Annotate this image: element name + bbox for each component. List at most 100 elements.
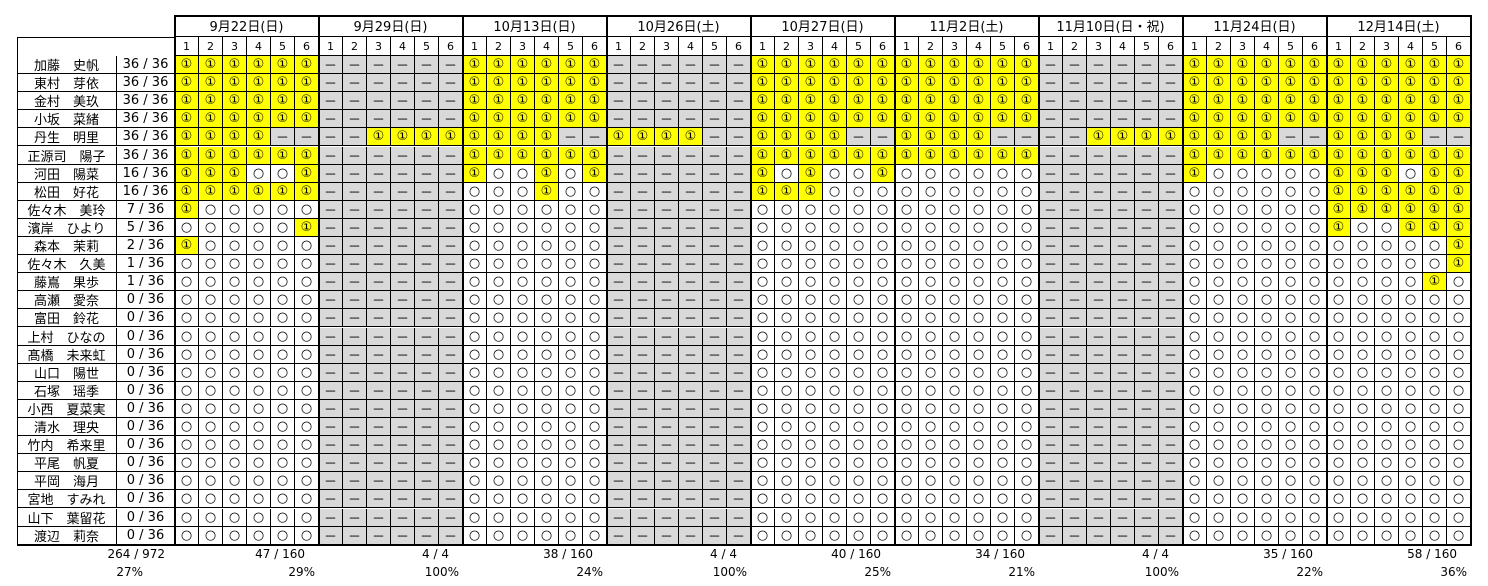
- slot-cell: －: [1063, 327, 1087, 346]
- slot-cell: ○: [1255, 508, 1279, 527]
- slot-cell: ○: [271, 291, 295, 310]
- slot-cell: ○: [1375, 363, 1399, 382]
- slot-cell: ①: [895, 56, 919, 75]
- slot-cell: ①: [895, 110, 919, 129]
- slot-cell: －: [1087, 56, 1111, 75]
- slot-cell: －: [679, 418, 703, 437]
- slot-cell: ○: [1303, 345, 1327, 364]
- slot-cell: ①: [439, 128, 463, 147]
- slot-cell: －: [1111, 200, 1135, 219]
- slot-cell: －: [1039, 363, 1063, 382]
- slot-cell: －: [703, 182, 727, 201]
- slot-cell: ○: [847, 273, 871, 292]
- slot-cell: ①: [271, 146, 295, 165]
- slot-cell: ○: [1303, 418, 1327, 437]
- slot-cell: －: [1039, 218, 1063, 237]
- slot-cell: ○: [919, 490, 943, 509]
- slot-cell: ○: [1183, 237, 1207, 256]
- slot-cell: ○: [823, 218, 847, 237]
- slot-cell: －: [1063, 74, 1087, 93]
- slot-cell: －: [415, 146, 439, 165]
- slot-cell: ①: [199, 110, 223, 129]
- slot-cell: ○: [1447, 399, 1471, 418]
- slot-cell: ○: [1207, 218, 1231, 237]
- slot-cell: ①: [1447, 255, 1471, 274]
- slot-cell: ○: [1231, 399, 1255, 418]
- slot-cell: ○: [175, 218, 199, 237]
- slot-cell: ①: [199, 56, 223, 75]
- member-count: 36 / 36: [117, 56, 175, 75]
- slot-cell: ○: [1303, 218, 1327, 237]
- slot-cell: ○: [1279, 291, 1303, 310]
- slot-cell: ○: [919, 237, 943, 256]
- date-count: 4 / 4: [710, 546, 737, 561]
- slot-cell: －: [703, 200, 727, 219]
- slot-cell: ○: [847, 526, 871, 545]
- slot-cell: －: [631, 146, 655, 165]
- slot-cell: ○: [1423, 418, 1447, 437]
- slot-cell: －: [1063, 381, 1087, 400]
- slot-cell: ○: [1447, 291, 1471, 310]
- slot-cell: ○: [943, 218, 967, 237]
- slot-cell: ①: [1015, 110, 1039, 129]
- member-count: 0 / 36: [117, 345, 175, 364]
- slot-cell: ①: [823, 92, 847, 111]
- slot-cell: －: [343, 273, 367, 292]
- slot-cell: ○: [247, 255, 271, 274]
- slot-cell: －: [439, 273, 463, 292]
- slot-cell: ①: [847, 92, 871, 111]
- slot-cell: ○: [895, 526, 919, 545]
- member-name: 山下 葉留花: [17, 508, 117, 527]
- slot-cell: ○: [1423, 399, 1447, 418]
- slot-cell: ○: [247, 436, 271, 455]
- slot-cell: ○: [247, 418, 271, 437]
- slot-cell: －: [655, 146, 679, 165]
- slot-cell: ○: [295, 526, 319, 545]
- slot-cell: ①: [199, 146, 223, 165]
- slot-cell: ○: [223, 436, 247, 455]
- slot-cell: ①: [871, 164, 895, 183]
- slot-cell: ①: [583, 110, 607, 129]
- slot-cell: ①: [1015, 146, 1039, 165]
- slot-cell: －: [1087, 182, 1111, 201]
- slot-cell: －: [679, 92, 703, 111]
- slot-cell: ○: [1183, 508, 1207, 527]
- slot-cell: －: [439, 146, 463, 165]
- slot-cell: ○: [487, 454, 511, 473]
- slot-cell: ○: [919, 309, 943, 328]
- slot-cell: ○: [1303, 508, 1327, 527]
- slot-cell: －: [727, 200, 751, 219]
- slot-cell: －: [1159, 110, 1183, 129]
- slot-cell: ○: [487, 291, 511, 310]
- slot-cell: ○: [1183, 399, 1207, 418]
- slot-cell: ○: [943, 381, 967, 400]
- slot-cell: ○: [1375, 418, 1399, 437]
- slot-cell: ○: [559, 327, 583, 346]
- slot-cell: －: [1111, 291, 1135, 310]
- slot-cell: －: [703, 345, 727, 364]
- sub-column: 6: [295, 37, 319, 56]
- slot-cell: －: [1159, 164, 1183, 183]
- slot-cell: ○: [1327, 436, 1351, 455]
- slot-cell: ○: [295, 363, 319, 382]
- slot-cell: －: [1063, 92, 1087, 111]
- slot-cell: ①: [1399, 218, 1423, 237]
- slot-cell: ○: [175, 436, 199, 455]
- slot-cell: ○: [583, 418, 607, 437]
- sub-column: 4: [535, 37, 559, 56]
- slot-cell: －: [703, 490, 727, 509]
- slot-cell: ○: [847, 200, 871, 219]
- overall-count: 264 / 972: [107, 546, 165, 561]
- slot-cell: ○: [223, 381, 247, 400]
- slot-cell: －: [415, 490, 439, 509]
- slot-cell: －: [655, 490, 679, 509]
- sub-column: 1: [895, 37, 919, 56]
- slot-cell: ○: [943, 273, 967, 292]
- slot-cell: －: [679, 164, 703, 183]
- slot-cell: ①: [1351, 164, 1375, 183]
- slot-cell: ①: [1375, 56, 1399, 75]
- slot-cell: －: [727, 490, 751, 509]
- sub-column: 3: [223, 37, 247, 56]
- slot-cell: ①: [1303, 146, 1327, 165]
- slot-cell: ○: [919, 472, 943, 491]
